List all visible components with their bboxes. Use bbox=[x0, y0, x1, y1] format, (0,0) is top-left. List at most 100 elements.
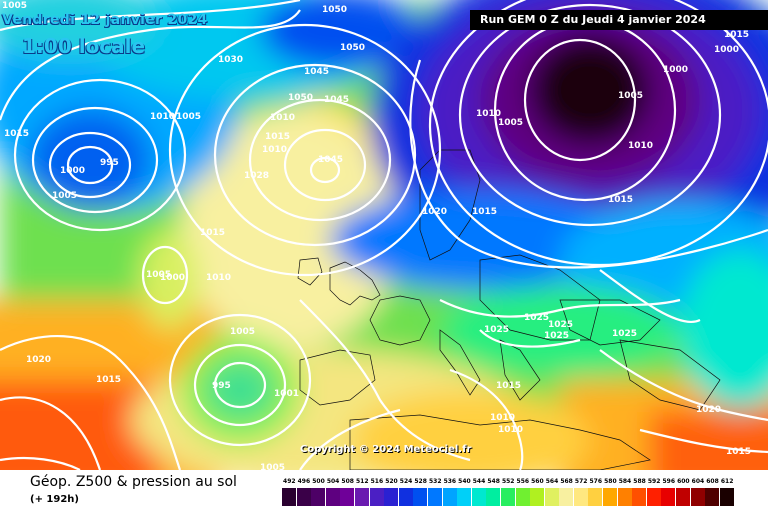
scale-step-label: 568 bbox=[560, 478, 573, 485]
scale-swatch bbox=[573, 488, 588, 506]
scale-step: 556 bbox=[515, 476, 531, 506]
isobar-label: 1005 bbox=[176, 112, 201, 122]
scale-step-label: 588 bbox=[633, 478, 646, 485]
scale-step: 604 bbox=[690, 476, 706, 506]
isobar-label: 1020 bbox=[26, 355, 51, 365]
isobar-label: 1050 bbox=[288, 93, 313, 103]
scale-swatch bbox=[690, 488, 705, 506]
scale-step-label: 608 bbox=[706, 478, 719, 485]
isobar-label: 1010 bbox=[628, 141, 653, 151]
isobar-label: 1000 bbox=[714, 45, 739, 55]
isobar-label: 1005 bbox=[2, 1, 27, 11]
isobar-label: 1025 bbox=[544, 331, 569, 341]
isobar-label: 1005 bbox=[146, 270, 171, 280]
scale-swatch bbox=[471, 488, 486, 506]
scale-step-label: 540 bbox=[458, 478, 471, 485]
scale-step: 584 bbox=[617, 476, 633, 506]
isobar-label: 1005 bbox=[498, 118, 523, 128]
isobar-label: 1015 bbox=[200, 228, 225, 238]
isobar-label: 1010 bbox=[498, 425, 523, 435]
isobar-label: 1000 bbox=[60, 166, 85, 176]
scale-swatch bbox=[559, 488, 574, 506]
scale-step-label: 604 bbox=[691, 478, 705, 485]
scale-swatch bbox=[588, 488, 603, 506]
isobars bbox=[0, 0, 768, 470]
forecast-range: (+ 192h) bbox=[30, 494, 79, 505]
scale-step-label: 512 bbox=[356, 478, 369, 485]
isobar-label: 1030 bbox=[218, 55, 243, 65]
isobar-label: 1015 bbox=[265, 132, 290, 142]
isobar-label: 1015 bbox=[726, 447, 751, 457]
isobar-label: 1020 bbox=[422, 207, 447, 217]
isobar-label: 1050 bbox=[322, 5, 347, 15]
scale-step: 576 bbox=[588, 476, 603, 506]
weather-map: 1005 1050 1030 1050 1015 1010 1005 995 1… bbox=[0, 0, 768, 470]
isobar-label: 1015 bbox=[724, 30, 749, 40]
scale-step-label: 596 bbox=[662, 478, 675, 485]
isobar-label: 1010 bbox=[270, 113, 295, 123]
scale-step: 508 bbox=[340, 476, 355, 506]
scale-step-label: 580 bbox=[604, 478, 617, 485]
scale-step: 544 bbox=[471, 476, 487, 506]
isobar-label: 1005 bbox=[230, 327, 255, 337]
isobar-label: 1000 bbox=[160, 273, 185, 283]
scale-step-label: 584 bbox=[618, 478, 632, 485]
scale-step-label: 560 bbox=[531, 478, 544, 485]
scale-step: 588 bbox=[632, 476, 647, 506]
model-run-label: Run GEM 0 Z du Jeudi 4 janvier 2024 bbox=[470, 10, 768, 30]
forecast-time: 1:00 locale bbox=[22, 34, 146, 58]
isobar-label: 1005 bbox=[52, 191, 77, 201]
scale-swatch bbox=[676, 488, 691, 506]
scale-step: 492 bbox=[282, 476, 297, 506]
scale-swatch bbox=[340, 488, 355, 506]
color-scale: 492 496 500 504 508 512 516 520 524 528 532 536 540 5… bbox=[282, 476, 734, 506]
scale-swatch bbox=[705, 488, 720, 506]
scale-swatch bbox=[413, 488, 428, 506]
scale-step: 552 bbox=[500, 476, 516, 506]
scale-step: 536 bbox=[442, 476, 458, 506]
geopotential-field: 1005 1050 1030 1050 1015 1010 1005 995 1… bbox=[0, 0, 768, 470]
scale-swatch bbox=[603, 488, 618, 506]
scale-step: 540 bbox=[457, 476, 472, 506]
scale-swatch bbox=[457, 488, 472, 506]
legend-title: Géop. Z500 & pression au sol bbox=[30, 474, 237, 490]
isobar-label: 1025 bbox=[548, 320, 573, 330]
scale-step: 532 bbox=[427, 476, 443, 506]
scale-swatch bbox=[646, 488, 661, 506]
scale-swatch bbox=[427, 488, 442, 506]
scale-swatch bbox=[544, 488, 559, 506]
scale-step: 528 bbox=[413, 476, 428, 506]
scale-swatch bbox=[530, 488, 545, 506]
scale-step-label: 516 bbox=[370, 478, 384, 485]
isobar-label: 1015 bbox=[4, 129, 29, 139]
scale-step: 600 bbox=[676, 476, 691, 506]
isobar-label: 1010 bbox=[262, 145, 287, 155]
isobar-label: 1000 bbox=[663, 65, 688, 75]
isobar-label: 1045 bbox=[324, 95, 349, 105]
forecast-date: Vendredi 12 janvier 2024 bbox=[2, 12, 208, 28]
scale-swatch bbox=[398, 488, 413, 506]
isobar-label: 1015 bbox=[472, 207, 497, 217]
isobar-label: 1025 bbox=[484, 325, 509, 335]
scale-step: 564 bbox=[544, 476, 560, 506]
scale-step-label: 548 bbox=[487, 478, 500, 485]
scale-step-label: 556 bbox=[516, 478, 530, 485]
legend-bar: Géop. Z500 & pression au sol (+ 192h) 49… bbox=[0, 470, 768, 512]
scale-step: 596 bbox=[661, 476, 676, 506]
isobar-label: 1015 bbox=[608, 195, 633, 205]
scale-swatch bbox=[661, 488, 676, 506]
scale-step-label: 492 bbox=[283, 478, 296, 485]
scale-step: 572 bbox=[573, 476, 589, 506]
scale-swatch bbox=[442, 488, 457, 506]
scale-step-label: 572 bbox=[574, 478, 588, 485]
scale-step-label: 552 bbox=[501, 478, 515, 485]
scale-swatch bbox=[296, 488, 311, 506]
isobar-label: 1050 bbox=[340, 43, 365, 53]
scale-swatch bbox=[617, 488, 632, 506]
isobar-label: 1010 bbox=[150, 112, 175, 122]
isobar-label: 1001 bbox=[274, 389, 299, 399]
scale-step: 612 bbox=[719, 476, 735, 506]
scale-step-label: 528 bbox=[414, 478, 427, 485]
scale-step: 500 bbox=[311, 476, 326, 506]
scale-step-label: 536 bbox=[443, 478, 457, 485]
